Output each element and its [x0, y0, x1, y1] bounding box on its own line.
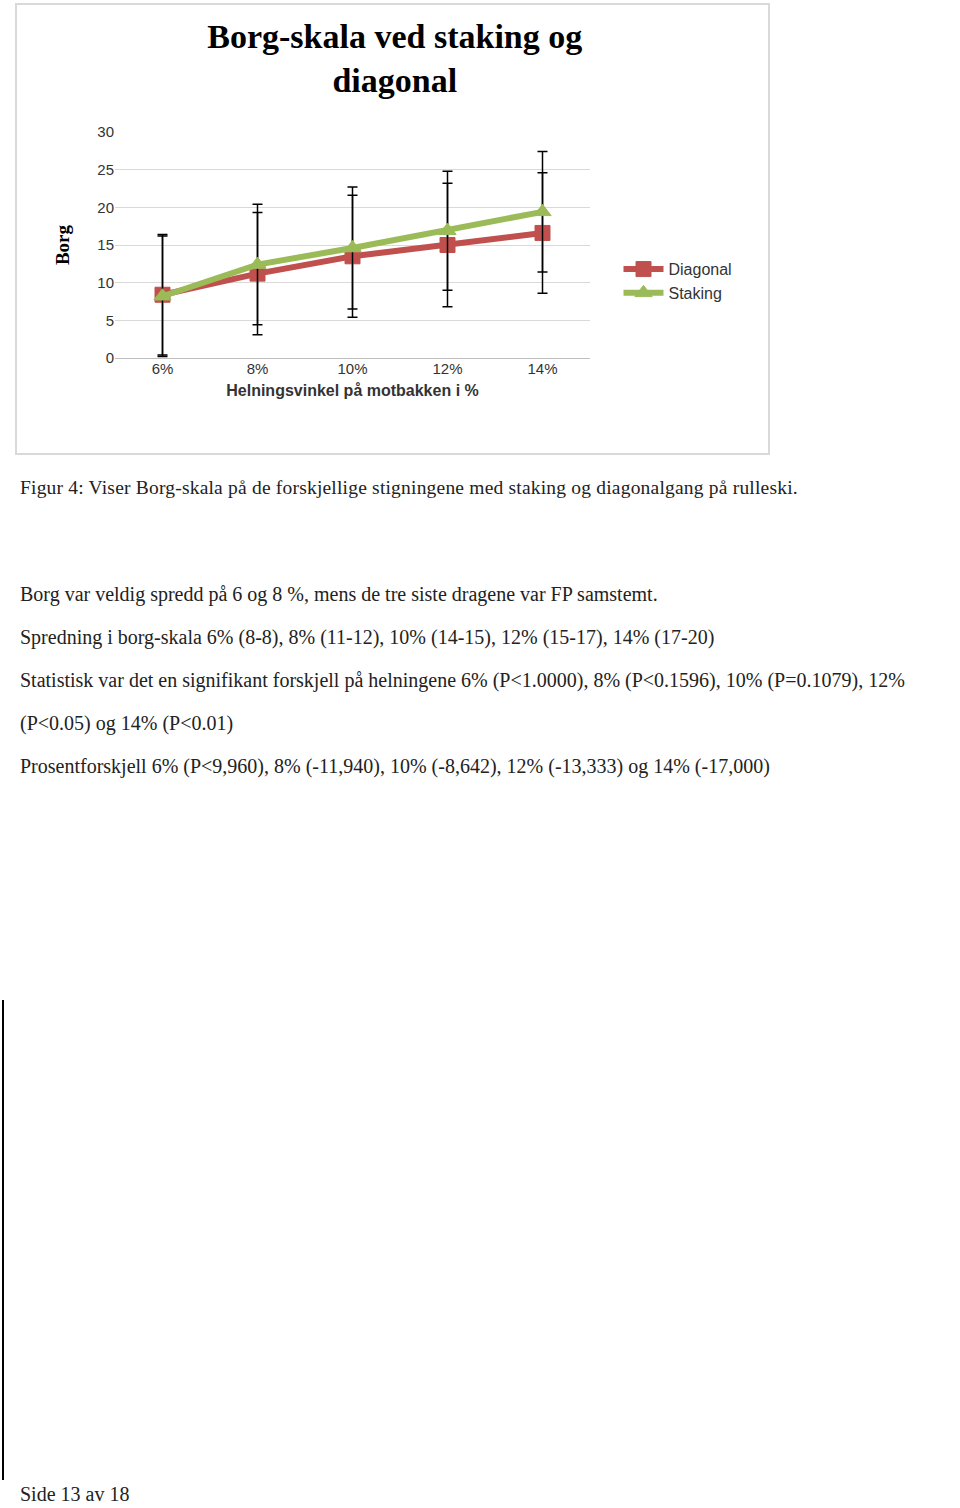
svg-text:8%: 8% [247, 360, 269, 377]
svg-text:0: 0 [106, 349, 114, 366]
svg-text:30: 30 [97, 123, 114, 140]
svg-text:10: 10 [97, 274, 114, 291]
html-text:Statistisk var det en signifik: Statistisk var det en signifikant forskj… [20, 669, 905, 734]
svg-text:25: 25 [97, 161, 114, 178]
html-text:Figur 4: Viser Borg-skala på d: Figur 4: Viser Borg-skala på de forskjel… [20, 477, 798, 498]
html-text:Prosentforskjell 6% (P<9,960),: Prosentforskjell 6% (P<9,960), 8% (-11,9… [20, 755, 770, 777]
svg-text:Staking: Staking [669, 285, 722, 302]
svg-text:12%: 12% [432, 360, 462, 377]
svg-text:6%: 6% [152, 360, 174, 377]
html-text:Borg var veldig spredd på 6 og: Borg var veldig spredd på 6 og 8 %, mens… [20, 583, 658, 605]
svg-text:15: 15 [97, 236, 114, 253]
svg-text:Borg-skala ved staking ogdiago: Borg-skala ved staking ogdiagonal [207, 18, 582, 99]
html-text:Side 13 av 18: Side 13 av 18 [20, 1483, 130, 1505]
svg-text:10%: 10% [337, 360, 367, 377]
svg-text:Borg: Borg [52, 224, 73, 265]
svg-text:20: 20 [97, 199, 114, 216]
svg-text:Diagonal: Diagonal [669, 261, 732, 278]
svg-text:Helningsvinkel på motbakken i: Helningsvinkel på motbakken i % [226, 382, 479, 399]
svg-text:5: 5 [106, 312, 114, 329]
svg-text:14%: 14% [527, 360, 557, 377]
html-text:Spredning i borg-skala 6% (8-8: Spredning i borg-skala 6% (8-8), 8% (11-… [20, 626, 715, 648]
